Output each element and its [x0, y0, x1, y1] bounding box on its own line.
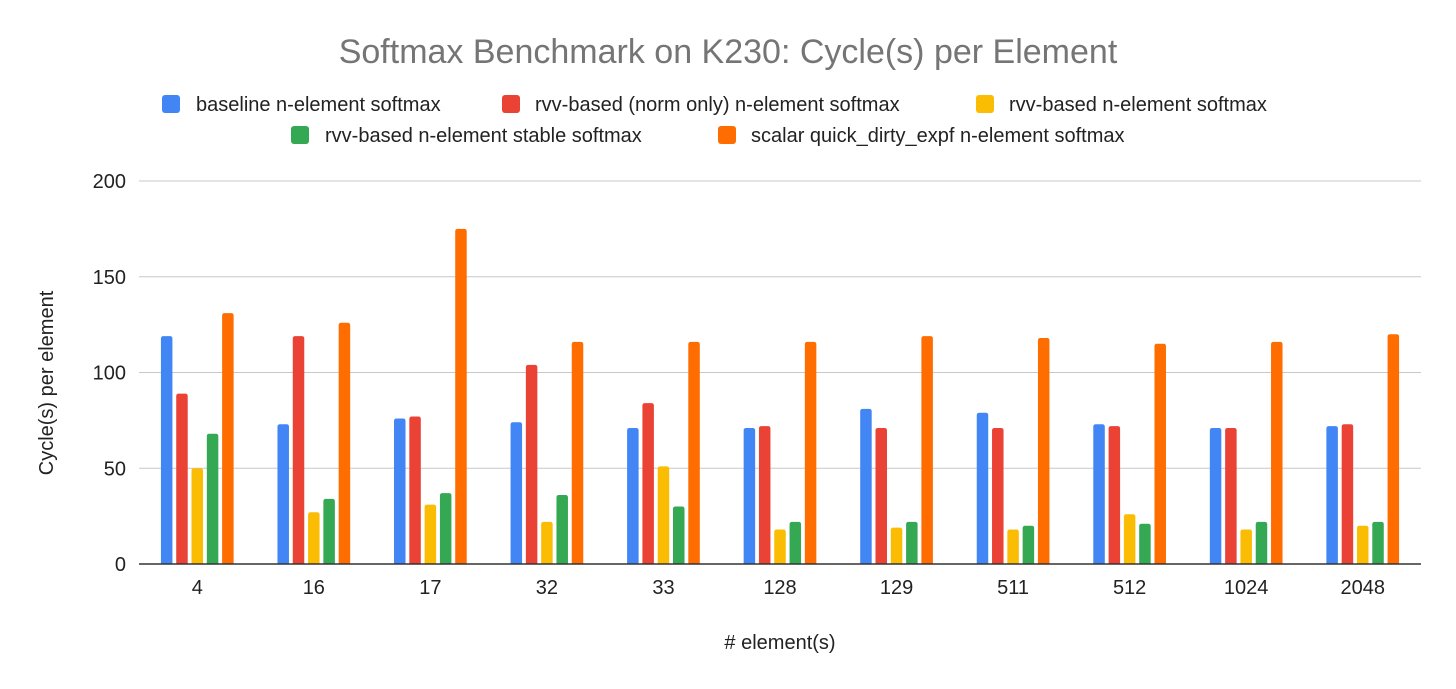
bar	[176, 393, 188, 564]
x-tick-label: 1024	[1224, 577, 1269, 599]
x-tick-label: 512	[1113, 577, 1146, 599]
y-tick-label: 50	[104, 458, 126, 480]
bar	[1209, 428, 1222, 564]
bar	[191, 468, 204, 564]
y-tick-label: 150	[93, 267, 126, 289]
bar	[1007, 529, 1019, 564]
x-tick-label: 511	[997, 577, 1029, 599]
legend-item-rvv-stable: rvv-based n-element stable softmax	[291, 125, 642, 147]
bar	[394, 418, 406, 564]
legend-swatch-rvv-stable	[291, 126, 309, 144]
legend-item-baseline: baseline n-element softmax	[162, 94, 441, 116]
x-tick-label: 2048	[1340, 577, 1385, 599]
x-axis-ticks: 4 16 17 32 33 128 129 511 512 1024 2048	[192, 577, 1385, 599]
gridlines	[139, 180, 1421, 469]
bar	[976, 412, 989, 564]
x-tick-label: 17	[419, 577, 441, 599]
bar	[1108, 426, 1121, 564]
bar	[277, 424, 289, 564]
bar	[1139, 523, 1151, 564]
legend-item-rvv-norm-only: rvv-based (norm only) n-element softmax	[502, 94, 900, 116]
x-tick-label: 33	[652, 577, 674, 599]
y-tick-label: 0	[115, 554, 126, 576]
bar	[758, 426, 771, 564]
bar	[571, 341, 584, 564]
y-axis-title: Cycle(s) per element	[36, 290, 58, 475]
bar	[1240, 529, 1252, 564]
bar	[906, 521, 918, 564]
bar	[860, 408, 872, 564]
bar	[921, 336, 933, 564]
bar	[1022, 525, 1035, 564]
chart-title: Softmax Benchmark on K230: Cycle(s) per …	[339, 33, 1118, 71]
bar	[556, 495, 568, 564]
y-tick-label: 200	[93, 171, 126, 193]
legend-item-scalar-quick-dirty-expf: scalar quick_dirty_expf n-element softma…	[718, 125, 1125, 147]
y-tick-label: 100	[93, 363, 126, 385]
bar	[1123, 514, 1136, 564]
x-tick-label: 32	[536, 577, 558, 599]
bar	[743, 428, 756, 564]
bar	[789, 521, 802, 564]
legend-item-rvv-based: rvv-based n-element softmax	[976, 94, 1267, 116]
bar	[627, 428, 639, 564]
bar	[160, 336, 173, 564]
x-axis-title: # element(s)	[724, 632, 835, 654]
legend-label-rvv-based: rvv-based n-element softmax	[1009, 94, 1267, 116]
bar	[1356, 525, 1369, 564]
bar	[688, 341, 700, 564]
legend-label-baseline: baseline n-element softmax	[196, 94, 441, 116]
bar	[323, 498, 335, 564]
bar	[308, 512, 320, 564]
legend-swatch-rvv-norm-only	[502, 95, 520, 113]
bar	[875, 428, 887, 564]
bar	[1372, 521, 1384, 564]
x-tick-label: 4	[192, 577, 203, 599]
bar	[439, 493, 452, 564]
bar	[541, 521, 553, 564]
bar	[1271, 341, 1283, 564]
legend-label-scalar-quick-dirty-expf: scalar quick_dirty_expf n-element softma…	[751, 125, 1125, 147]
bar	[657, 466, 670, 564]
legend-swatch-baseline	[162, 95, 180, 113]
bar	[774, 529, 786, 564]
bar	[1341, 424, 1354, 564]
bar	[292, 336, 305, 564]
bar	[1255, 521, 1268, 564]
x-tick-label: 16	[303, 577, 325, 599]
bar	[206, 433, 219, 564]
bar	[338, 322, 351, 564]
legend: baseline n-element softmax rvv-based (no…	[162, 94, 1267, 147]
bar	[642, 403, 654, 564]
bar	[1037, 338, 1050, 564]
legend-swatch-rvv-based	[976, 95, 994, 113]
bar	[510, 422, 523, 564]
bars	[160, 228, 1400, 564]
bar	[222, 313, 234, 564]
bar	[804, 341, 817, 564]
legend-label-rvv-stable: rvv-based n-element stable softmax	[325, 125, 642, 147]
bar	[409, 416, 421, 564]
bar	[890, 527, 903, 564]
bar	[673, 506, 685, 564]
legend-swatch-scalar-quick-dirty-expf	[718, 126, 736, 144]
bar	[525, 364, 538, 564]
bar	[992, 428, 1004, 564]
x-tick-label: 128	[763, 577, 796, 599]
bar	[1225, 428, 1237, 564]
x-tick-label: 129	[880, 577, 913, 599]
bar	[1093, 424, 1105, 564]
bar	[424, 504, 437, 564]
bar	[1387, 334, 1400, 564]
bar	[1154, 343, 1166, 564]
y-axis-ticks: 0 50 100 150 200	[93, 171, 126, 576]
bar	[1326, 426, 1338, 564]
bar	[455, 228, 467, 564]
legend-label-rvv-norm-only: rvv-based (norm only) n-element softmax	[535, 94, 900, 116]
